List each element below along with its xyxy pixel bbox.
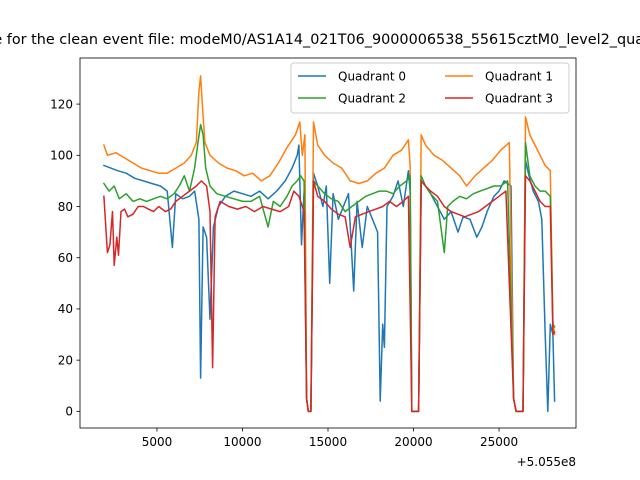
- legend-frame: [290, 62, 570, 114]
- legend-label-quadrant-1: Quadrant 1: [485, 69, 553, 83]
- y-tick-label: 40: [58, 302, 73, 316]
- y-tick-label: 100: [50, 149, 73, 163]
- legend-label-quadrant-2: Quadrant 2: [338, 91, 406, 105]
- x-tick-label: 25000: [480, 435, 518, 449]
- y-tick-label: 0: [65, 405, 73, 419]
- x-offset-label: +5.055e8: [517, 455, 576, 469]
- y-tick-label: 60: [58, 251, 73, 265]
- x-tick-label: 10000: [223, 435, 261, 449]
- series-line-quadrant-0: [102, 144, 556, 413]
- legend-label-quadrant-0: Quadrant 0: [338, 69, 406, 83]
- chart-title: Plotting rate for the clean event file: …: [0, 32, 640, 48]
- y-tick-label: 20: [58, 353, 73, 367]
- series-line-quadrant-1: [102, 75, 556, 413]
- legend-items: Quadrant 0 Quadrant 1 Quadrant 2 Quadrant 3: [298, 69, 553, 105]
- legend: Quadrant 0 Quadrant 1 Quadrant 2 Quadrant 3: [290, 62, 570, 114]
- y-axis-ticks: 0 20 40 60 80 100 120: [50, 97, 80, 419]
- x-tick-label: 5000: [142, 435, 173, 449]
- series-layer: [102, 75, 556, 413]
- legend-label-quadrant-3: Quadrant 3: [485, 91, 553, 105]
- x-tick-label: 15000: [309, 435, 347, 449]
- x-axis-ticks: 5000 10000 15000 20000 25000: [142, 428, 518, 449]
- y-tick-label: 120: [50, 97, 73, 111]
- x-tick-label: 20000: [394, 435, 432, 449]
- series-line-quadrant-2: [102, 123, 556, 413]
- y-tick-label: 80: [58, 200, 73, 214]
- series-line-quadrant-3: [103, 175, 556, 413]
